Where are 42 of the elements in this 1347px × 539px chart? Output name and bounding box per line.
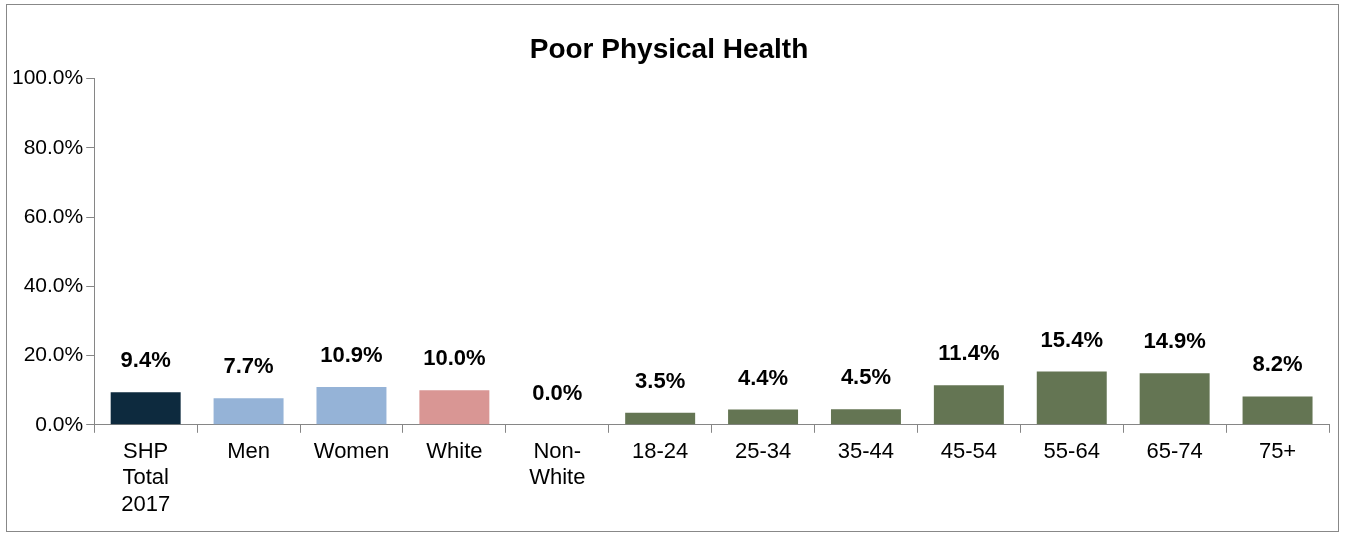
data-label: 0.0% xyxy=(532,379,583,405)
bar xyxy=(419,390,490,425)
bar xyxy=(933,385,1004,425)
bar xyxy=(1242,396,1313,425)
x-tick-label: SHP Total 2017 xyxy=(121,438,171,516)
bar xyxy=(316,387,387,425)
data-label: 10.0% xyxy=(423,345,486,371)
x-tick-label: 25-34 xyxy=(734,438,792,464)
y-tick-label: 0.0% xyxy=(35,411,84,435)
bar xyxy=(625,412,696,425)
x-tick-label: 65-74 xyxy=(1146,438,1203,464)
data-label: 7.7% xyxy=(223,353,274,379)
data-label: 4.4% xyxy=(737,364,789,390)
bar xyxy=(110,392,181,425)
bar xyxy=(1036,371,1107,425)
x-tick-label: 18-24 xyxy=(632,438,689,464)
x-tick-label: 75+ xyxy=(1258,438,1297,464)
y-tick-label: 60.0% xyxy=(23,203,84,227)
bar xyxy=(830,409,901,425)
data-label: 4.5% xyxy=(840,364,892,390)
data-label: 11.4% xyxy=(938,340,1000,366)
y-tick-label: 40.0% xyxy=(23,273,84,297)
data-label: 8.2% xyxy=(1252,351,1303,377)
y-tick-label: 80.0% xyxy=(23,134,84,158)
data-label: 10.9% xyxy=(320,342,383,368)
bar xyxy=(1139,373,1210,425)
y-tick-label: 20.0% xyxy=(23,342,84,366)
x-tick-label: Men xyxy=(227,438,270,464)
x-tick-label: Women xyxy=(313,438,390,464)
y-tick-label: 100.0% xyxy=(11,65,84,89)
data-label: 9.4% xyxy=(120,347,171,373)
x-tick-label: 45-54 xyxy=(940,438,997,464)
bar xyxy=(728,409,799,425)
data-label: 3.5% xyxy=(635,367,686,393)
chart-title: Poor Physical Health xyxy=(529,32,809,64)
x-tick-label: 55-64 xyxy=(1043,438,1100,464)
x-tick-label: White xyxy=(426,438,483,464)
bar xyxy=(213,398,284,425)
data-label: 15.4% xyxy=(1040,326,1103,352)
x-tick-label: Non-White xyxy=(529,438,586,490)
x-tick-label: 35-44 xyxy=(837,438,895,464)
data-label: 14.9% xyxy=(1143,328,1206,354)
